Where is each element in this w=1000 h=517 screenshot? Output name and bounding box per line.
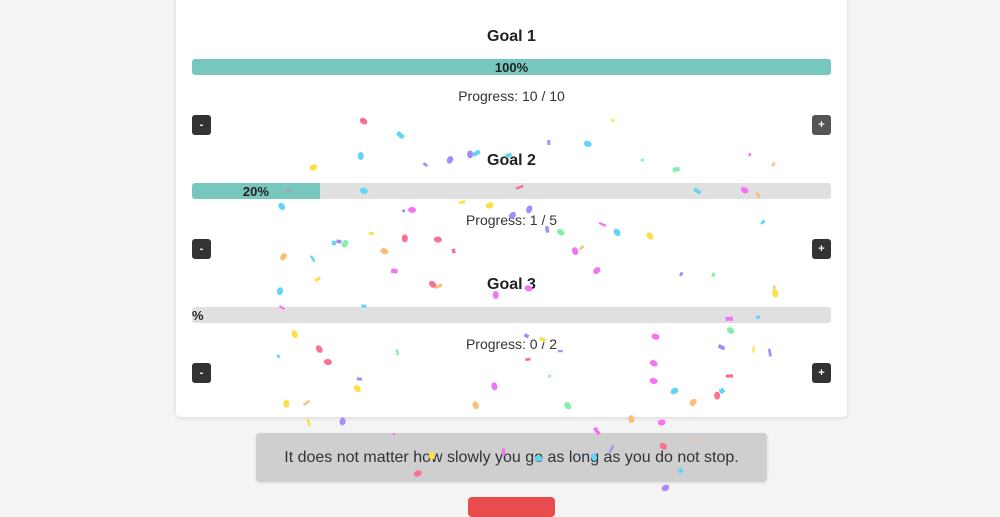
progress-bar: 100% xyxy=(192,59,831,75)
progress-fill: 100% xyxy=(192,59,831,75)
progress-bar: % xyxy=(192,307,831,323)
decrement-button[interactable]: - xyxy=(192,239,211,259)
motivational-quote: It does not matter how slowly you go as … xyxy=(256,433,767,482)
progress-text: Progress: 1 / 5 xyxy=(465,212,558,228)
increment-button[interactable]: + xyxy=(812,363,831,383)
decrement-button[interactable]: - xyxy=(192,115,211,135)
goal-2: Goal 2 20% Progress: 1 / 5 - + xyxy=(192,152,831,276)
goal-title: Goal 3 xyxy=(487,276,536,293)
confetti-piece xyxy=(661,484,670,492)
goal-title: Goal 2 xyxy=(487,152,536,169)
decrement-button[interactable]: - xyxy=(192,363,211,383)
progress-text: Progress: 0 / 2 xyxy=(465,336,558,352)
confetti-piece xyxy=(657,419,666,426)
goal-1: Goal 1 100% Progress: 10 / 10 - + xyxy=(192,28,831,152)
progress-text: Progress: 10 / 10 xyxy=(458,88,565,104)
goal-title: Goal 1 xyxy=(487,28,536,45)
goals-card: Goal 1 100% Progress: 10 / 10 - + Goal 2… xyxy=(176,0,847,417)
confetti-piece xyxy=(339,417,346,426)
progress-bar: 20% xyxy=(192,183,831,199)
increment-button[interactable]: + xyxy=(812,239,831,259)
reset-button[interactable] xyxy=(468,497,555,517)
increment-button[interactable]: + xyxy=(812,115,831,135)
goal-3: Goal 3 % Progress: 0 / 2 - + xyxy=(192,276,831,400)
confetti-piece xyxy=(306,418,311,427)
progress-fill: 20% xyxy=(192,183,320,199)
